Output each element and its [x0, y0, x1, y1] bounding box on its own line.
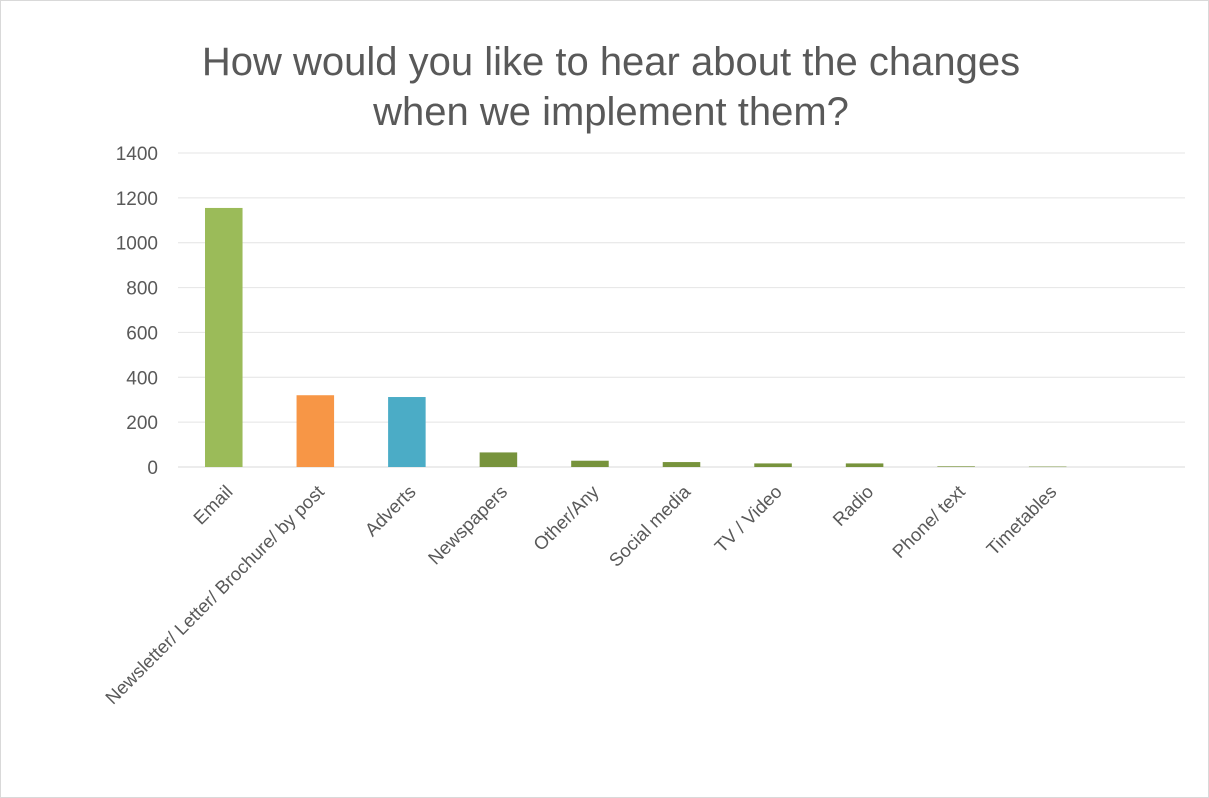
chart-title-line-1: How would you like to hear about the cha… [201, 40, 1021, 84]
chart-title-line-2: when we implement them? [373, 90, 849, 134]
category-label: TV / Video [710, 481, 786, 557]
y-tick-label: 0 [147, 458, 158, 479]
bar [662, 462, 701, 467]
category-label: Adverts [360, 481, 419, 540]
bar [1028, 466, 1067, 468]
y-tick-label: 1200 [116, 189, 158, 210]
bar [296, 395, 335, 467]
category-label: Radio [828, 481, 877, 530]
bar [754, 463, 792, 467]
bar [845, 463, 884, 467]
category-label: Email [189, 481, 237, 529]
bar [479, 452, 518, 467]
bar [388, 397, 426, 467]
category-label: Social media [605, 480, 695, 570]
y-tick-label: 200 [126, 413, 158, 434]
category-label: Other/Any [529, 480, 603, 554]
y-tick-label: 1000 [116, 234, 158, 255]
bar [937, 466, 975, 467]
bar [571, 460, 609, 467]
y-tick-label: 400 [126, 368, 158, 389]
category-label: Phone/ text [888, 481, 969, 562]
chart-title: How would you like to hear about the cha… [1, 37, 1209, 137]
y-tick-label: 1400 [116, 144, 158, 165]
category-label: Newspapers [424, 481, 512, 569]
bar [205, 207, 243, 467]
y-tick-label: 800 [126, 279, 158, 300]
y-tick-label: 600 [126, 323, 158, 344]
category-label: Timetables [982, 481, 1060, 559]
